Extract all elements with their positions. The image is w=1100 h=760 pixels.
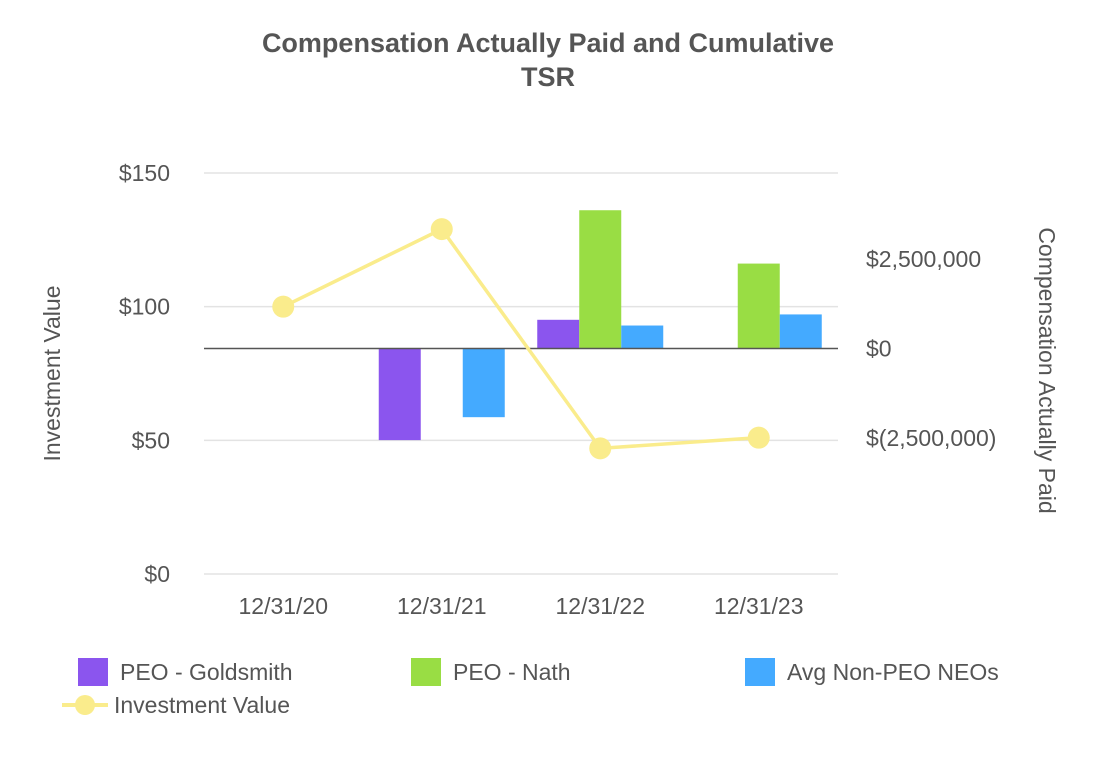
bar-peo-goldsmith-12-31-21 xyxy=(378,348,421,441)
point-investment-value-12-31-20 xyxy=(272,295,295,318)
x-tick-label: 12/31/20 xyxy=(238,593,328,619)
chart-title: Compensation Actually Paid and Cumulativ… xyxy=(0,26,1096,94)
y2-axis-title: Compensation Actually Paid xyxy=(1034,227,1060,513)
bars xyxy=(378,210,822,441)
y2-tick-label: $2,500,000 xyxy=(866,246,981,272)
legend-item-investment-value[interactable]: Investment Value xyxy=(62,690,291,720)
legend-item-peo-nath[interactable]: PEO - Nath xyxy=(411,657,571,687)
legend-label-investment-value: Investment Value xyxy=(114,691,291,718)
bar-avg-non-peo-neos-12-31-22 xyxy=(621,325,664,349)
legend-swatch-peo-nath xyxy=(411,658,441,686)
y-tick-label: $150 xyxy=(119,160,170,186)
line-investment-value xyxy=(282,226,759,451)
point-investment-value-12-31-22 xyxy=(589,437,612,460)
bar-avg-non-peo-neos-12-31-21 xyxy=(462,348,505,418)
point-investment-value-12-31-23 xyxy=(747,426,770,449)
legend-label-peo-goldsmith: PEO - Goldsmith xyxy=(120,658,293,685)
legend-swatch-investment-value xyxy=(62,690,108,720)
chart-title-line-1: Compensation Actually Paid and Cumulativ… xyxy=(261,28,835,58)
x-tick-label: 12/31/21 xyxy=(397,593,487,619)
x-tick-label: 12/31/23 xyxy=(714,593,804,619)
bar-peo-goldsmith-12-31-22 xyxy=(537,319,580,349)
chart-title-line-2: TSR xyxy=(521,62,575,92)
legend-label-peo-nath: PEO - Nath xyxy=(453,658,571,685)
y-tick-label: $100 xyxy=(119,294,170,320)
investment-line xyxy=(272,218,770,460)
x-tick-label: 12/31/22 xyxy=(555,593,645,619)
y-tick-label: $0 xyxy=(144,561,170,587)
y2-tick-label: $(2,500,000) xyxy=(866,425,996,451)
point-investment-value-12-31-21 xyxy=(430,218,453,241)
y-tick-label: $50 xyxy=(132,427,170,453)
bar-peo-nath-12-31-23 xyxy=(737,263,780,349)
bar-avg-non-peo-neos-12-31-23 xyxy=(779,314,822,349)
y-axis-title: Investment Value xyxy=(39,285,65,461)
legend-swatch-avg-non-peo-neos xyxy=(745,658,775,686)
legend-item-peo-goldsmith[interactable]: PEO - Goldsmith xyxy=(78,657,293,687)
legend-item-avg-non-peo-neos[interactable]: Avg Non-PEO NEOs xyxy=(745,657,999,687)
axis-labels: $0 $50 $100 $150 $(2,500,000) $0 $2,500,000 12/… xyxy=(39,160,1060,619)
gridlines xyxy=(204,172,838,575)
y2-tick-label: $0 xyxy=(866,335,892,361)
legend-label-avg-non-peo-neos: Avg Non-PEO NEOs xyxy=(787,658,999,685)
legend-swatch-peo-goldsmith xyxy=(78,658,108,686)
bar-peo-nath-12-31-22 xyxy=(579,210,622,349)
